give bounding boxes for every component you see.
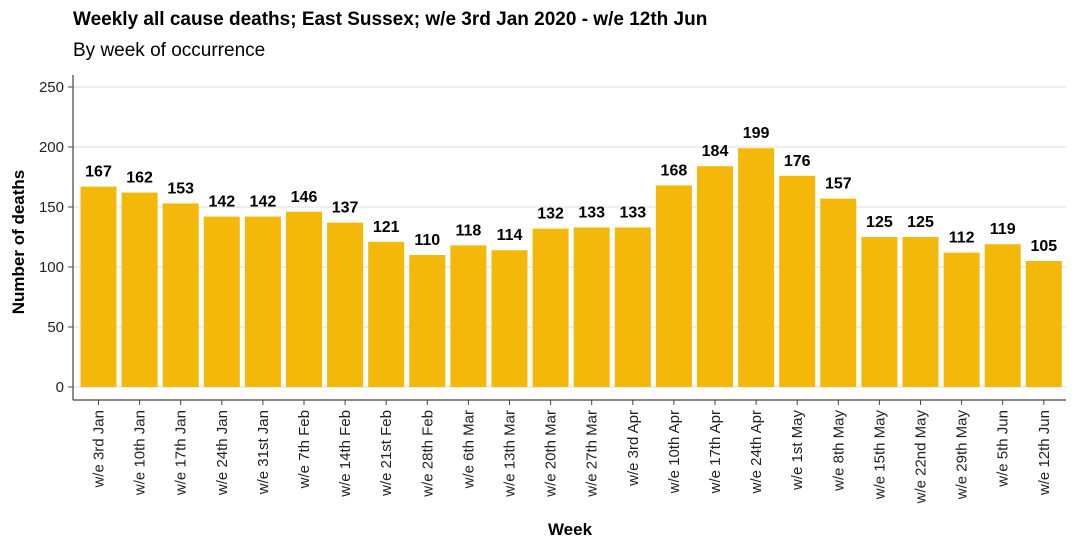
- x-tick-label: w/e 10th Jan: [132, 410, 149, 496]
- bar: [902, 237, 939, 387]
- bar: [450, 245, 487, 387]
- data-label: 176: [784, 153, 811, 170]
- axes: [68, 75, 1066, 405]
- x-tick-label: w/e 17th Jan: [173, 410, 190, 496]
- x-tick-label: w/e 14th Feb: [337, 410, 354, 498]
- bar: [738, 148, 775, 387]
- y-tick-label: 150: [39, 199, 64, 216]
- bar: [655, 185, 692, 387]
- bar: [409, 255, 446, 387]
- data-label: 110: [414, 232, 440, 249]
- x-tick-label: w/e 29th May: [954, 410, 971, 501]
- data-label: 146: [291, 189, 318, 206]
- x-tick-label: w/e 20th Mar: [543, 410, 560, 498]
- x-tick-label: w/e 10th Apr: [666, 410, 683, 494]
- x-tick-label: w/e 7th Feb: [296, 410, 313, 489]
- y-tick-labels: 0 50 100 150 200 250: [39, 79, 64, 396]
- y-axis-label: Number of deaths: [9, 170, 28, 315]
- x-tick-label: w/e 3rd Jan: [91, 410, 108, 489]
- bar: [820, 198, 857, 387]
- bar: [162, 203, 199, 387]
- data-label: 133: [578, 204, 605, 221]
- bar: [573, 227, 610, 387]
- data-label: 112: [949, 230, 975, 247]
- data-labels: 167 162 153 142 142 146 137 121 110 118 114 132 133 1…: [85, 125, 1057, 255]
- data-label: 125: [907, 214, 934, 231]
- y-tick-label: 0: [56, 379, 64, 396]
- data-label: 133: [619, 204, 646, 221]
- bar: [943, 252, 980, 387]
- data-label: 184: [702, 143, 729, 160]
- data-label: 114: [497, 227, 523, 244]
- data-label: 105: [1030, 238, 1057, 255]
- x-tick-label: w/e 21st Feb: [378, 410, 395, 497]
- data-label: 119: [990, 221, 1016, 238]
- bar: [80, 186, 117, 387]
- y-tick-label: 50: [47, 319, 64, 336]
- x-tick-label: w/e 13th Mar: [502, 410, 519, 498]
- data-label: 142: [208, 194, 235, 211]
- data-label: 167: [85, 164, 112, 181]
- bar: [614, 227, 651, 387]
- data-label: 153: [167, 180, 194, 197]
- x-tick-label: w/e 31st Jan: [255, 410, 272, 495]
- x-tick-label: w/e 12th Jun: [1036, 410, 1053, 496]
- bar: [532, 228, 569, 387]
- x-tick-label: w/e 17th Apr: [707, 410, 724, 494]
- chart-subtitle: By week of occurrence: [73, 40, 266, 61]
- x-tick-label: w/e 6th Mar: [460, 410, 477, 489]
- data-label: 121: [373, 219, 400, 236]
- x-tick-labels: w/e 3rd Jan w/e 10th Jan w/e 17th Jan w/e 2…: [91, 410, 1053, 505]
- data-label: 157: [825, 176, 852, 193]
- bar: [203, 216, 240, 387]
- data-label: 199: [743, 125, 770, 142]
- data-label: 162: [126, 170, 153, 187]
- y-tick-label: 200: [39, 139, 64, 156]
- x-tick-label: w/e 1st May: [789, 410, 806, 492]
- data-label: 168: [661, 162, 688, 179]
- data-label: 142: [250, 194, 277, 211]
- x-tick-label: w/e 22nd May: [913, 410, 930, 505]
- x-tick-label: w/e 24th Jan: [214, 410, 231, 496]
- bar: [1025, 261, 1062, 387]
- bar: [491, 250, 528, 387]
- x-tick-label: w/e 3rd Apr: [625, 410, 642, 487]
- y-tick-label: 100: [39, 259, 64, 276]
- data-label: 118: [455, 222, 481, 239]
- x-axis-label: Week: [548, 520, 593, 539]
- data-label: 137: [332, 200, 359, 217]
- bar: [286, 211, 322, 387]
- bar: [861, 237, 898, 387]
- x-tick-label: w/e 15th May: [871, 410, 888, 501]
- y-tick-label: 250: [39, 79, 64, 96]
- chart-title: Weekly all cause deaths; East Sussex; w/…: [73, 9, 708, 30]
- data-label: 125: [866, 214, 893, 231]
- bar: [327, 222, 364, 387]
- x-tick-label: w/e 28th Feb: [419, 410, 436, 498]
- x-tick-label: w/e 8th May: [830, 410, 847, 492]
- x-tick-label: w/e 27th Mar: [584, 410, 601, 498]
- bars: [80, 148, 1062, 387]
- bar: [121, 192, 158, 387]
- x-tick-label: w/e 24th Apr: [748, 410, 765, 494]
- bar: [779, 175, 816, 387]
- bar: [368, 241, 405, 387]
- data-label: 132: [537, 206, 564, 223]
- x-tick-label: w/e 5th Jun: [995, 410, 1012, 488]
- bar: [697, 166, 733, 387]
- bar: [984, 244, 1021, 387]
- bar: [244, 216, 281, 387]
